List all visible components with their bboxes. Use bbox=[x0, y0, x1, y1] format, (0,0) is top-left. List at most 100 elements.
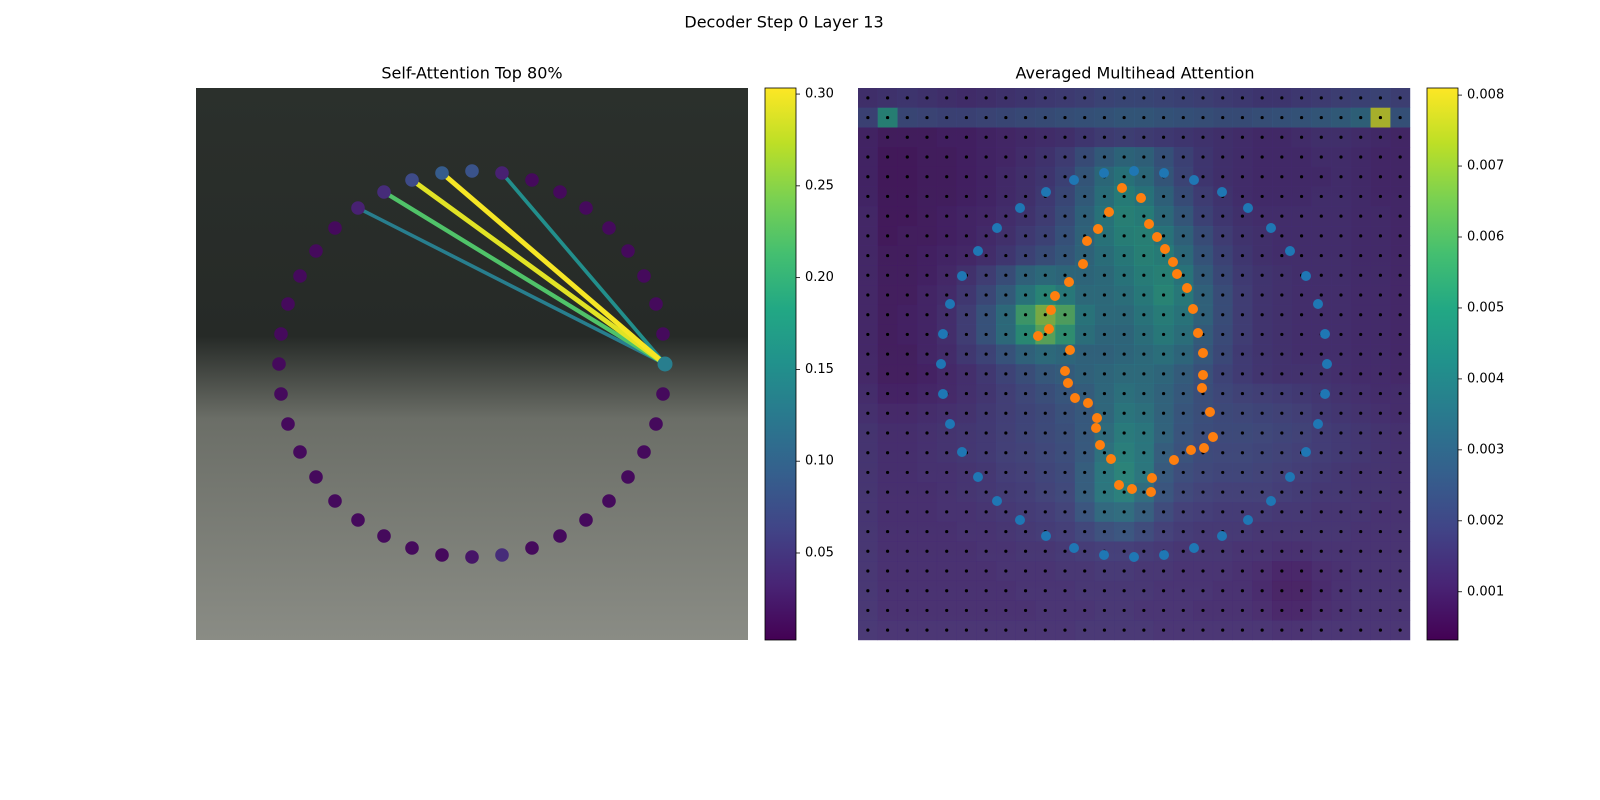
grid-dot bbox=[1142, 510, 1146, 514]
grid-dot bbox=[885, 313, 890, 317]
grid-dot bbox=[1359, 589, 1363, 593]
grid-dot bbox=[1359, 470, 1363, 475]
grid-dot bbox=[1122, 234, 1126, 238]
grid-dot bbox=[1122, 352, 1126, 356]
grid-dot bbox=[1122, 293, 1126, 297]
grid-dot bbox=[1221, 608, 1225, 613]
grid-dot bbox=[1201, 431, 1205, 435]
grid-dot bbox=[984, 332, 988, 337]
grid-dot bbox=[1063, 628, 1067, 632]
grid-dot bbox=[1181, 391, 1185, 396]
grid-dot bbox=[1398, 115, 1402, 120]
grid-dot bbox=[1240, 372, 1245, 376]
grid-dot bbox=[1043, 569, 1047, 573]
grid-dot bbox=[905, 253, 909, 258]
point bbox=[637, 445, 651, 459]
grid-dot bbox=[1004, 194, 1008, 199]
grid-dot bbox=[885, 411, 890, 415]
grid-dot bbox=[1004, 470, 1008, 475]
grid-dot bbox=[1063, 549, 1067, 553]
grid-dot bbox=[1260, 569, 1264, 573]
grid-dot bbox=[1142, 628, 1146, 632]
colorbar-tick-label: 0.007 bbox=[1467, 159, 1504, 174]
grid-dot bbox=[1378, 194, 1383, 199]
panel-title: Self-Attention Top 80% bbox=[381, 64, 562, 83]
scatter-point bbox=[1065, 345, 1075, 355]
grid-dot bbox=[1122, 273, 1126, 277]
grid-dot bbox=[1122, 391, 1126, 396]
grid-dot bbox=[1043, 175, 1047, 179]
grid-dot bbox=[925, 175, 929, 179]
grid-dot bbox=[1280, 470, 1284, 475]
grid-dot bbox=[1398, 391, 1402, 396]
grid-dot bbox=[1221, 372, 1225, 376]
grid-dot bbox=[1083, 273, 1087, 277]
point bbox=[579, 513, 593, 527]
grid-dot bbox=[885, 332, 890, 337]
grid-dot bbox=[1201, 470, 1205, 475]
grid-dot bbox=[1280, 529, 1284, 534]
grid-dot bbox=[1240, 253, 1245, 258]
point bbox=[377, 185, 391, 199]
grid-dot bbox=[1339, 96, 1343, 100]
grid-dot bbox=[1083, 411, 1087, 415]
grid-dot bbox=[1378, 628, 1383, 632]
grid-dot bbox=[1023, 529, 1028, 534]
grid-dot bbox=[1023, 470, 1028, 475]
point bbox=[435, 166, 449, 180]
grid-dot bbox=[984, 470, 988, 475]
grid-dot bbox=[1378, 470, 1383, 475]
grid-dot bbox=[1319, 96, 1323, 100]
grid-dot bbox=[1181, 214, 1185, 218]
grid-dot bbox=[1201, 529, 1205, 534]
grid-dot bbox=[1359, 135, 1363, 139]
grid-dot bbox=[1201, 608, 1205, 613]
grid-dot bbox=[866, 569, 870, 573]
grid-dot bbox=[1359, 608, 1363, 613]
grid-dot bbox=[1378, 490, 1383, 494]
grid-dot bbox=[1398, 431, 1402, 435]
grid-dot bbox=[866, 510, 870, 514]
grid-dot bbox=[1043, 451, 1047, 455]
point bbox=[405, 541, 419, 555]
grid-dot bbox=[1221, 391, 1225, 396]
grid-dot bbox=[925, 589, 929, 593]
grid-dot bbox=[1280, 608, 1284, 613]
grid-dot bbox=[1181, 332, 1185, 337]
grid-dot bbox=[905, 372, 909, 376]
grid-dot bbox=[1122, 332, 1126, 337]
grid-dot bbox=[1280, 253, 1284, 258]
grid-dot bbox=[925, 490, 929, 494]
grid-dot bbox=[866, 451, 870, 455]
grid-dot bbox=[1339, 529, 1343, 534]
grid-dot bbox=[1339, 431, 1343, 435]
grid-dot bbox=[1339, 569, 1343, 573]
grid-dot bbox=[1260, 234, 1264, 238]
grid-dot bbox=[866, 549, 870, 553]
point bbox=[293, 269, 307, 283]
grid-dot bbox=[1083, 431, 1087, 435]
grid-dot bbox=[905, 332, 909, 337]
grid-dot bbox=[945, 451, 949, 455]
grid-dot bbox=[1102, 352, 1107, 356]
grid-dot bbox=[1102, 490, 1107, 494]
grid-dot bbox=[1201, 96, 1205, 100]
grid-dot bbox=[1240, 352, 1245, 356]
scatter-point bbox=[1044, 324, 1054, 334]
grid-dot bbox=[1398, 470, 1402, 475]
grid-dot bbox=[1339, 135, 1343, 139]
scatter-point bbox=[1041, 531, 1051, 541]
grid-dot bbox=[1023, 510, 1028, 514]
grid-dot bbox=[1023, 313, 1028, 317]
grid-dot bbox=[885, 155, 890, 159]
grid-dot bbox=[1122, 194, 1126, 199]
grid-dot bbox=[1142, 332, 1146, 337]
grid-dot bbox=[1319, 589, 1323, 593]
grid-dot bbox=[1122, 135, 1126, 139]
grid-dot bbox=[1102, 293, 1107, 297]
grid-dot bbox=[1142, 313, 1146, 317]
grid-dot bbox=[905, 155, 909, 159]
grid-dot bbox=[1004, 628, 1008, 632]
grid-dot bbox=[1221, 214, 1225, 218]
grid-dot bbox=[1181, 549, 1185, 553]
